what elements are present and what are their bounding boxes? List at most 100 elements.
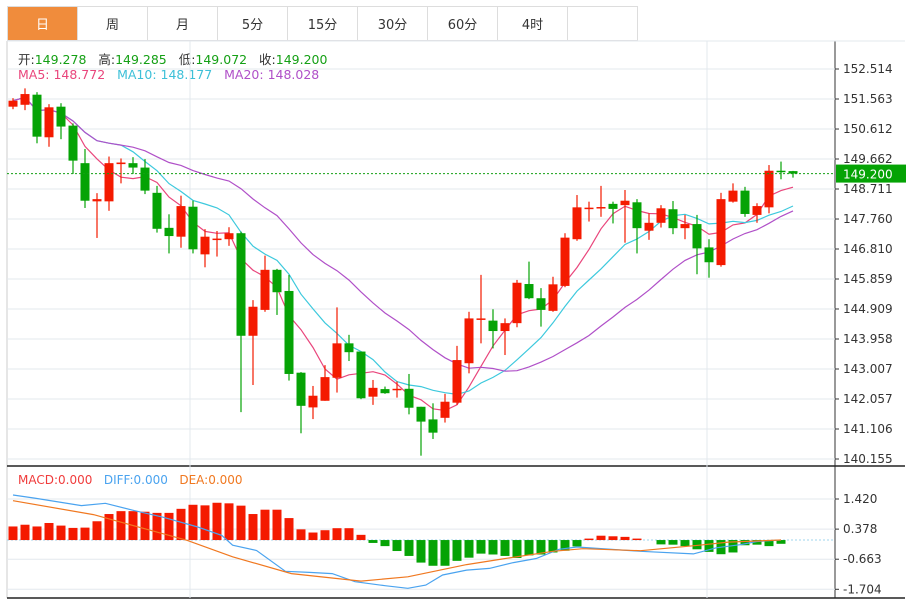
macd-bar (272, 509, 282, 541)
candle (488, 309, 498, 349)
macd-bar (44, 522, 54, 541)
candle-body (8, 100, 18, 107)
candle (596, 185, 606, 217)
macd-bar (512, 540, 522, 558)
price-tick-label: 146.810 (843, 242, 893, 256)
macd-bar (176, 508, 186, 541)
candle (536, 288, 546, 327)
price-tick-label: 144.909 (843, 302, 893, 316)
candle (80, 148, 90, 208)
tab-0[interactable]: 日 (8, 7, 78, 41)
candle-body (20, 94, 30, 105)
macd-bar (200, 505, 210, 541)
candle (320, 365, 330, 401)
open-value: 149.278 (34, 52, 87, 67)
candle-body (152, 192, 162, 229)
candle-body (356, 351, 366, 399)
candle-body (248, 306, 258, 336)
candle-body (176, 206, 186, 237)
macd-info: MACD:0.000 DIFF:0.000 DEA:0.000 (18, 473, 243, 487)
price-tick-label: 147.760 (843, 212, 893, 226)
macd-value: MACD:0.000 (18, 473, 93, 487)
candle-body (680, 224, 690, 229)
candle (560, 233, 570, 288)
candle-body (260, 269, 270, 310)
candle (212, 231, 222, 257)
macd-bar (620, 536, 630, 541)
macd-bar (500, 540, 510, 556)
macd-bar (404, 540, 414, 556)
price-tick-label: 152.514 (843, 62, 893, 76)
candle-body (632, 202, 642, 229)
candle (296, 372, 306, 434)
candle (716, 192, 726, 267)
macd-bar (704, 540, 714, 552)
candle (656, 205, 666, 228)
macd-bar (584, 538, 594, 541)
candle-body (764, 170, 774, 208)
candle (140, 159, 150, 195)
ma20-value: MA20: 148.028 (224, 67, 320, 82)
candle-body (404, 388, 414, 408)
candle (152, 185, 162, 233)
price-tick-label: 142.057 (843, 392, 893, 406)
candle-body (644, 222, 654, 231)
macd-bar (164, 512, 174, 541)
candle (332, 307, 342, 393)
candle (572, 195, 582, 241)
candle (164, 214, 174, 254)
candle-body (488, 320, 498, 332)
candle-body (296, 372, 306, 406)
price-tick-label: 140.155 (843, 452, 893, 466)
candle (200, 229, 210, 268)
current-price-label: 149.200 (843, 168, 893, 182)
candle (512, 279, 522, 328)
candle (68, 123, 78, 174)
price-tick-label: 145.859 (843, 272, 893, 286)
candle-body (224, 233, 234, 240)
open-label: 开: (18, 52, 35, 67)
candle-body (164, 227, 174, 237)
candle-body (200, 236, 210, 255)
macd-bar (572, 540, 582, 547)
candle-body (428, 419, 438, 433)
ma10-value: MA10: 148.177 (117, 67, 213, 82)
candle-body (548, 284, 558, 311)
candle (32, 92, 42, 144)
candle-body (80, 163, 90, 201)
candle-body (596, 207, 606, 209)
macd-bar (116, 511, 126, 541)
candle-body (308, 395, 318, 408)
macd-bar (476, 540, 486, 554)
candle (416, 406, 426, 456)
candle (224, 227, 234, 246)
macd-bar (776, 540, 786, 544)
macd-tick-label: 1.420 (843, 492, 877, 506)
macd-bar (680, 540, 690, 547)
candle (116, 158, 126, 184)
macd-bar (296, 529, 306, 541)
candle (440, 393, 450, 423)
macd-bar (308, 532, 318, 541)
candle-body (692, 224, 702, 249)
candle-body (620, 200, 630, 206)
candle (704, 239, 714, 278)
macd-bar (20, 524, 30, 541)
candle-body (56, 106, 66, 127)
candle-body (44, 107, 54, 138)
candle-body (320, 377, 330, 401)
candle (368, 379, 378, 405)
macd-bar (104, 514, 114, 541)
price-tick-label: 141.106 (843, 422, 893, 436)
candle-body (512, 282, 522, 324)
close-value: 149.200 (275, 52, 328, 67)
candle (104, 156, 114, 211)
macd-bar (740, 540, 750, 546)
candle (272, 268, 282, 315)
macd-bar (416, 540, 426, 563)
macd-bar (92, 521, 102, 541)
candle (740, 186, 750, 217)
macd-bar (56, 525, 66, 541)
price-tick-label: 143.958 (843, 332, 893, 346)
macd-bar (152, 512, 162, 541)
